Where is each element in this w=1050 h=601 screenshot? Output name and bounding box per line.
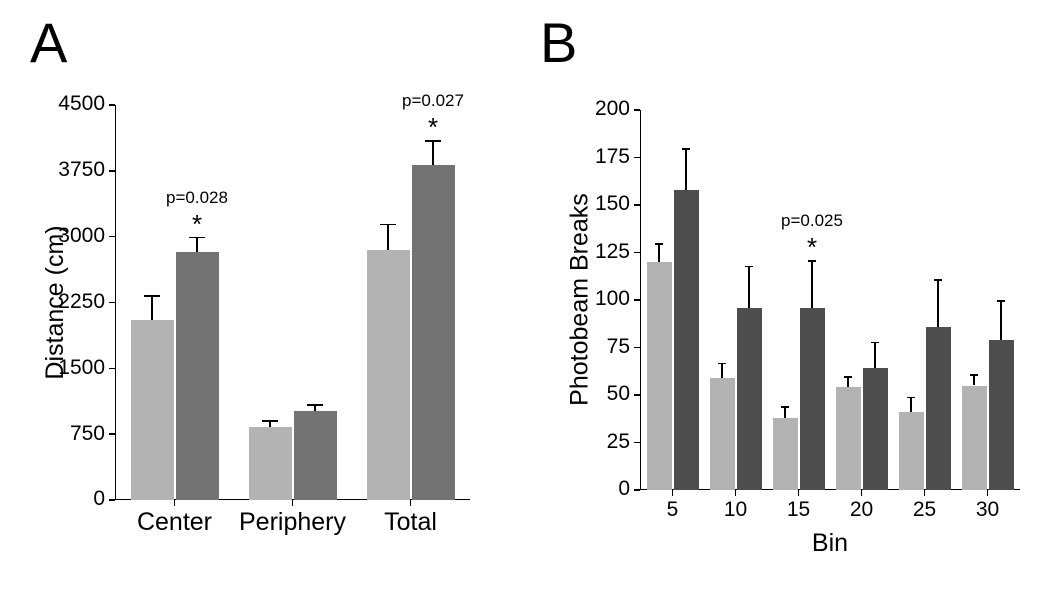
chart-b-errorcap (718, 363, 727, 365)
chart-b-errorcap (997, 300, 1006, 302)
chart-b-errorbar (685, 148, 687, 190)
chart-b-errorcap (934, 279, 943, 281)
chart-b-bar (710, 378, 735, 490)
chart-b-errorcap (655, 243, 664, 245)
chart-b-xlabel: Bin (640, 529, 1020, 558)
chart-b-errorbar (937, 279, 939, 327)
chart-b-xtick (987, 490, 989, 496)
chart-b-ylabel: Photobeam Breaks (566, 110, 595, 490)
chart-b-ytick (634, 489, 640, 491)
chart-b-errorbar (874, 342, 876, 369)
chart-b-errorcap (781, 406, 790, 408)
chart-b-errorbar (748, 266, 750, 308)
chart-b-errorbar (784, 406, 786, 417)
chart-b-pvalue: p=0.025 (762, 211, 862, 231)
chart-b-errorcap (871, 342, 880, 344)
chart-b-ytick (634, 157, 640, 159)
chart-b-errorbar (847, 376, 849, 387)
chart-b-bar (647, 262, 672, 490)
chart-b-ytick (634, 204, 640, 206)
chart-b-bar (989, 340, 1014, 490)
chart-b-bar (800, 308, 825, 490)
chart-b-bar (836, 387, 861, 490)
chart-b-ytick (634, 394, 640, 396)
chart-b-errorcap (682, 148, 691, 150)
chart-b-xtick (798, 490, 800, 496)
chart-b-xtick (735, 490, 737, 496)
chart-b-bar (962, 386, 987, 491)
chart-b-xtick (861, 490, 863, 496)
chart-b-errorcap (844, 376, 853, 378)
chart-b-bar (899, 412, 924, 490)
chart-b: 0255075100125150175200Photobeam Breaks51… (0, 0, 1050, 601)
chart-b-bar (773, 418, 798, 490)
chart-b-ytick (634, 347, 640, 349)
chart-b-errorcap (745, 266, 754, 268)
chart-b-errorbar (910, 397, 912, 412)
chart-b-errorcap (970, 374, 979, 376)
chart-b-errorbar (1000, 300, 1002, 340)
chart-b-bar (926, 327, 951, 490)
chart-b-errorbar (658, 243, 660, 262)
chart-b-errorbar (973, 374, 975, 385)
chart-b-bar (674, 190, 699, 490)
chart-b-ytick (634, 299, 640, 301)
chart-b-xtick-label: 30 (941, 498, 1034, 522)
chart-b-ytick (634, 109, 640, 111)
chart-b-sig-star: * (792, 232, 832, 263)
chart-b-xtick (924, 490, 926, 496)
chart-b-xtick (672, 490, 674, 496)
chart-b-errorbar (721, 363, 723, 378)
chart-b-errorcap (907, 397, 916, 399)
chart-b-ytick (634, 442, 640, 444)
chart-b-ytick (634, 252, 640, 254)
chart-b-bar (737, 308, 762, 490)
chart-b-bar (863, 368, 888, 490)
chart-b-errorbar (811, 260, 813, 308)
figure-root: A B 075015002250300037504500Distance (cm… (0, 0, 1050, 601)
